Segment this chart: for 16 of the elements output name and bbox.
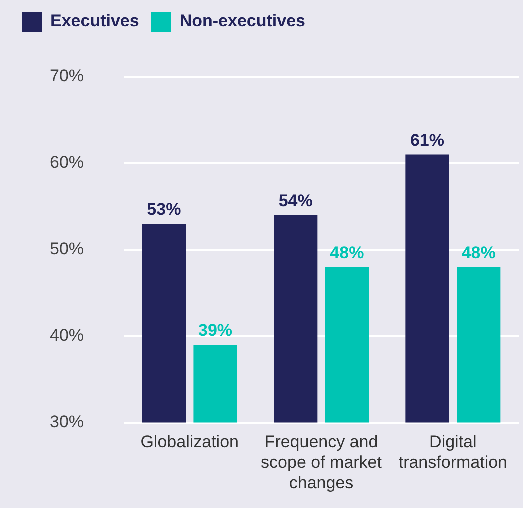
data-label: 53% (147, 200, 182, 220)
data-label: 39% (198, 321, 233, 340)
y-tick-label: 60% (50, 153, 84, 172)
x-tick-label: Frequency and scope of market changes (261, 432, 382, 492)
legend-label: Executives (50, 12, 140, 31)
data-label: 61% (410, 130, 445, 150)
legend-label: Non-executives (180, 12, 306, 31)
y-tick-label: 50% (50, 240, 84, 259)
data-label: 54% (278, 192, 313, 211)
y-tick-label: 40% (50, 326, 84, 346)
x-tick-label: Globalization (140, 432, 239, 452)
y-tick-label: 70% (50, 66, 84, 86)
data-label: 48% (330, 243, 364, 262)
data-label: 48% (462, 243, 496, 262)
y-tick-label: 30% (50, 412, 84, 432)
x-tick-label: Digital transformation (398, 432, 508, 472)
